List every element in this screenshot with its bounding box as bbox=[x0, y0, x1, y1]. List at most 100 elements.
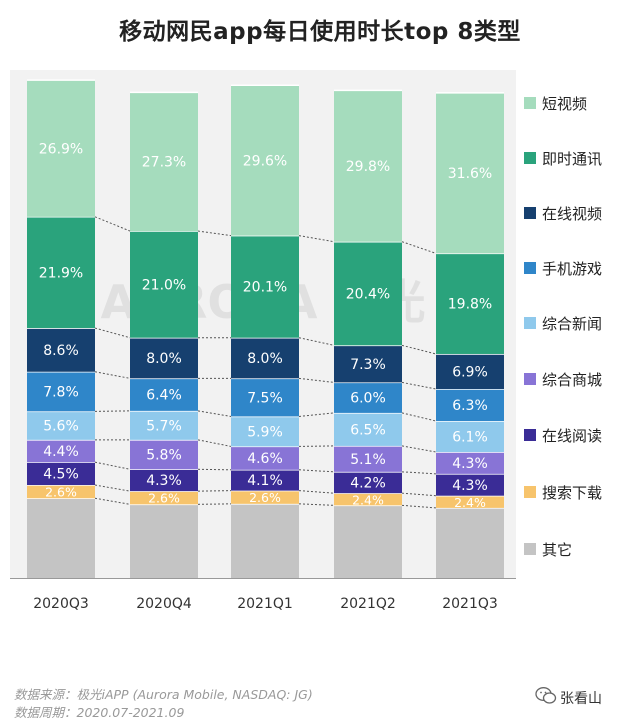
data-label: 6.4% bbox=[146, 388, 182, 404]
connector-line bbox=[401, 504, 437, 509]
connector-line bbox=[94, 371, 131, 379]
bar-segment bbox=[27, 328, 95, 372]
data-label: 2.4% bbox=[454, 495, 486, 510]
bar-segment bbox=[130, 491, 198, 505]
x-tick-label: 2021Q2 bbox=[340, 596, 396, 612]
connector-line bbox=[401, 241, 437, 254]
legend-label: 在线视频 bbox=[542, 205, 602, 223]
period-note: 数据周期：2020.07-2021.09 bbox=[14, 705, 185, 720]
data-label: 2.6% bbox=[249, 490, 281, 505]
connector-line bbox=[197, 410, 232, 417]
legend-swatch bbox=[524, 429, 536, 441]
data-label: 5.8% bbox=[146, 448, 182, 464]
connector-line bbox=[401, 471, 437, 475]
data-label: 7.3% bbox=[350, 357, 386, 373]
connector-line bbox=[298, 469, 335, 473]
data-label: 20.4% bbox=[346, 287, 390, 303]
bar-segment bbox=[130, 469, 198, 492]
legend-swatch bbox=[524, 207, 536, 219]
legend-label: 短视频 bbox=[542, 95, 587, 113]
connector-line bbox=[401, 381, 437, 390]
data-label: 8.0% bbox=[247, 351, 283, 367]
legend-swatch bbox=[524, 97, 536, 109]
bar-segment bbox=[130, 439, 198, 470]
connector-line bbox=[197, 230, 232, 237]
connector-line bbox=[401, 445, 437, 453]
connector-line bbox=[401, 344, 437, 355]
x-tick-label: 2021Q1 bbox=[237, 596, 293, 612]
legend-swatch bbox=[524, 543, 536, 555]
data-label: 8.0% bbox=[146, 351, 182, 367]
bar-segment bbox=[334, 445, 402, 472]
data-label: 4.3% bbox=[452, 478, 488, 494]
bar-segment bbox=[436, 389, 504, 422]
legend-swatch bbox=[524, 486, 536, 498]
bar-segment bbox=[334, 90, 402, 242]
bar-segment bbox=[334, 382, 402, 413]
data-label: 5.7% bbox=[146, 418, 182, 434]
bar-segment bbox=[27, 80, 95, 217]
data-label: 6.0% bbox=[350, 391, 386, 407]
data-label: 6.1% bbox=[452, 430, 488, 446]
data-label: 4.2% bbox=[350, 475, 386, 491]
connector-line bbox=[197, 439, 232, 447]
source-note: 数据来源：极光iAPP (Aurora Mobile, NASDAQ: JG) bbox=[14, 687, 313, 702]
bar-segment bbox=[436, 92, 504, 254]
connector-line bbox=[94, 484, 131, 492]
legend-label: 综合新闻 bbox=[542, 315, 602, 333]
connector-line bbox=[94, 461, 131, 470]
data-label: 4.4% bbox=[43, 444, 79, 460]
connector-line bbox=[298, 235, 335, 243]
bar-segment bbox=[27, 371, 95, 412]
bar-segment bbox=[334, 471, 402, 494]
connector-line bbox=[197, 503, 232, 505]
bar-segment bbox=[231, 85, 299, 236]
bar-segment bbox=[27, 498, 95, 578]
data-label: 21.0% bbox=[142, 277, 186, 293]
bar-segment bbox=[231, 469, 299, 491]
bar-segment bbox=[130, 410, 198, 440]
bar-segment bbox=[436, 473, 504, 496]
connector-line bbox=[298, 503, 335, 506]
data-label: 6.3% bbox=[452, 398, 488, 414]
bar-segment bbox=[436, 452, 504, 474]
bar-segment bbox=[334, 505, 402, 578]
connector-line bbox=[298, 445, 335, 447]
bar-segment bbox=[334, 412, 402, 446]
connector-line bbox=[298, 337, 335, 346]
data-label: 5.9% bbox=[247, 424, 283, 440]
bar-segment bbox=[334, 241, 402, 346]
data-label: 31.6% bbox=[448, 166, 492, 182]
bar-segment bbox=[130, 504, 198, 578]
data-label: 8.6% bbox=[43, 343, 79, 359]
bar-segment bbox=[231, 490, 299, 504]
legend-swatch bbox=[524, 373, 536, 385]
bar-segment bbox=[27, 462, 95, 486]
data-label: 7.8% bbox=[43, 385, 79, 401]
connector-line bbox=[197, 490, 232, 492]
bar-segment bbox=[27, 411, 95, 440]
connector-line bbox=[401, 492, 437, 497]
data-label: 2.6% bbox=[148, 491, 180, 506]
wechat-icon bbox=[535, 687, 557, 704]
connector-line bbox=[401, 412, 437, 422]
data-label: 7.5% bbox=[247, 390, 283, 406]
data-label: 21.9% bbox=[39, 265, 83, 281]
x-tick-label: 2020Q4 bbox=[136, 596, 192, 612]
bar-segment bbox=[130, 92, 198, 232]
brand-name: 张看山 bbox=[560, 691, 602, 707]
bar-segment bbox=[231, 337, 299, 379]
connector-line bbox=[298, 412, 335, 417]
bar-segment bbox=[231, 416, 299, 447]
bar-segment bbox=[27, 216, 95, 329]
legend-label: 手机游戏 bbox=[542, 260, 602, 278]
legend-label: 其它 bbox=[542, 541, 572, 559]
data-label: 6.5% bbox=[350, 422, 386, 438]
bar-segment bbox=[436, 421, 504, 453]
legend-label: 在线阅读 bbox=[542, 427, 602, 445]
bar-segment bbox=[130, 231, 198, 338]
data-label: 5.1% bbox=[350, 452, 386, 468]
data-label: 19.8% bbox=[448, 297, 492, 313]
